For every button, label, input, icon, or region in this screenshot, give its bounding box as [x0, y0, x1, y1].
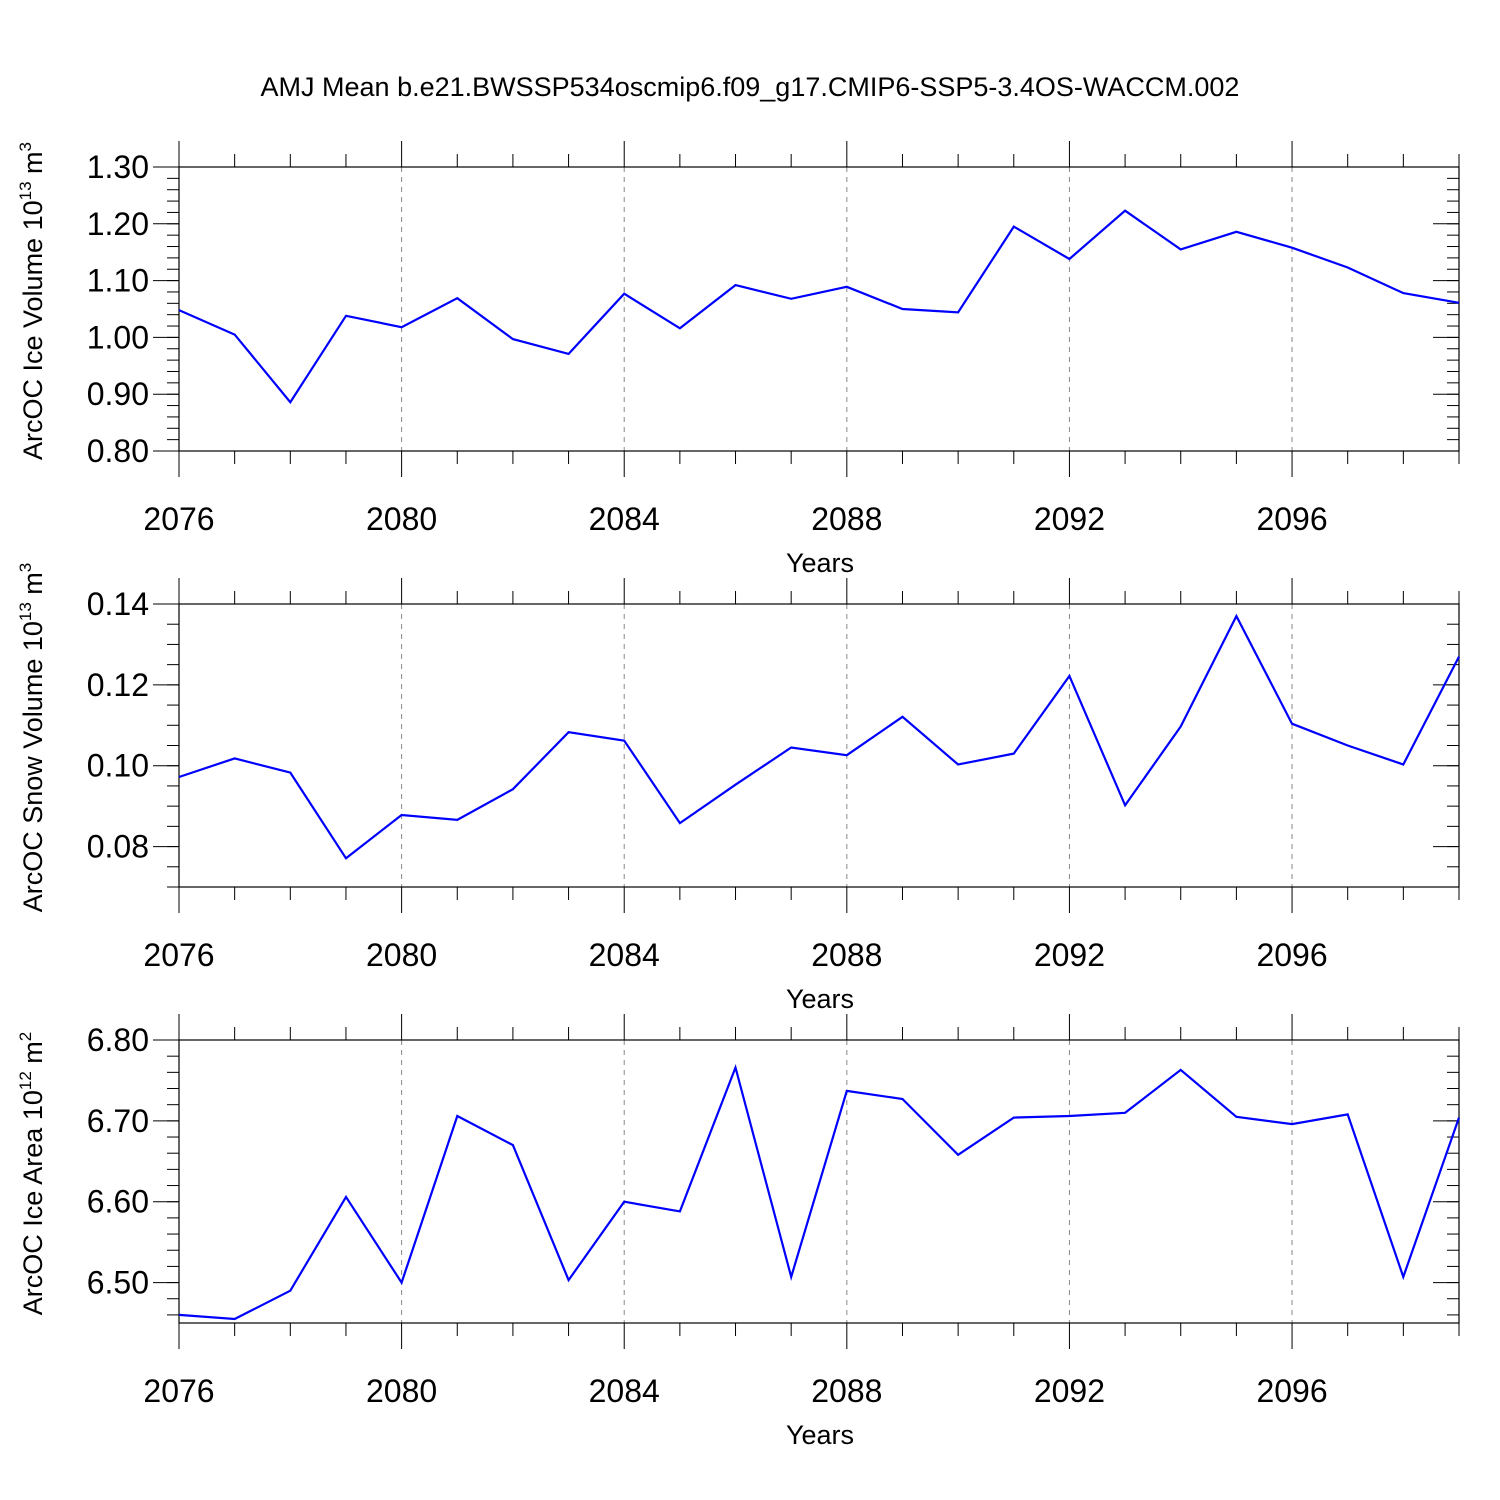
series-line — [178, 613, 1460, 860]
x-tick-label: 2092 — [1034, 501, 1105, 537]
chart-panel-1: 0.80 0.90 1.00 1.10 1.20 1.30 2076 2080 2084 2088… — [16, 141, 1460, 578]
series-line — [178, 209, 1460, 405]
x-tick-label: 2084 — [589, 501, 660, 537]
x-tick-label: 2096 — [1256, 937, 1327, 973]
x-tick-label: 2096 — [1256, 1373, 1327, 1409]
y-axis-label: ArcOC Ice Volume 1013 m3 — [16, 142, 48, 460]
x-tick-label: 2088 — [811, 501, 882, 537]
y-axis-label: ArcOC Snow Volume 1013 m3 — [16, 563, 48, 913]
y-tick-label: 6.60 — [87, 1184, 149, 1220]
x-tick-label: 2088 — [811, 937, 882, 973]
y-tick-label: 0.12 — [87, 667, 149, 703]
x-axis-label: Years — [786, 984, 854, 1014]
y-tick-label: 1.10 — [87, 263, 149, 299]
x-tick-label: 2084 — [589, 1373, 660, 1409]
x-axis-label: Years — [786, 1420, 854, 1450]
chart-panel-3: 6.50 6.60 6.70 6.80 2076 2080 2084 2088 2092 2096… — [16, 1014, 1461, 1450]
x-tick-label: 2080 — [366, 937, 437, 973]
y-tick-label: 0.10 — [87, 748, 149, 784]
y-tick-label: 0.80 — [87, 433, 149, 469]
x-tick-label: 2092 — [1034, 1373, 1105, 1409]
x-tick-label: 2076 — [143, 501, 214, 537]
y-tick-label: 1.30 — [87, 149, 149, 185]
x-tick-label: 2076 — [143, 937, 214, 973]
x-tick-label: 2084 — [589, 937, 660, 973]
y-tick-label: 0.08 — [87, 829, 149, 865]
plot-frame — [178, 603, 1460, 888]
x-tick-label: 2092 — [1034, 937, 1105, 973]
y-tick-label: 1.20 — [87, 206, 149, 242]
x-tick-label: 2080 — [366, 501, 437, 537]
series-line — [178, 1063, 1461, 1321]
y-tick-label: 0.90 — [87, 376, 149, 412]
x-tick-label: 2096 — [1256, 501, 1327, 537]
y-tick-label: 6.70 — [87, 1103, 149, 1139]
chart-title: AMJ Mean b.e21.BWSSP534oscmip6.f09_g17.C… — [260, 72, 1240, 102]
y-axis-label: ArcOC Ice Area 1012 m2 — [16, 1032, 48, 1316]
plot-frame — [178, 1039, 1460, 1324]
y-tick-label: 0.14 — [87, 586, 149, 622]
plot-frame — [178, 166, 1460, 452]
y-tick-label: 6.50 — [87, 1265, 149, 1301]
x-tick-label: 2076 — [143, 1373, 214, 1409]
y-tick-label: 1.00 — [87, 319, 149, 355]
x-tick-label: 2080 — [366, 1373, 437, 1409]
x-axis-label: Years — [786, 548, 854, 578]
y-tick-label: 6.80 — [87, 1022, 149, 1058]
chart-panel-2: 0.08 0.10 0.12 0.14 2076 2080 2084 2088 2092 2096… — [16, 563, 1460, 1014]
x-tick-label: 2088 — [811, 1373, 882, 1409]
